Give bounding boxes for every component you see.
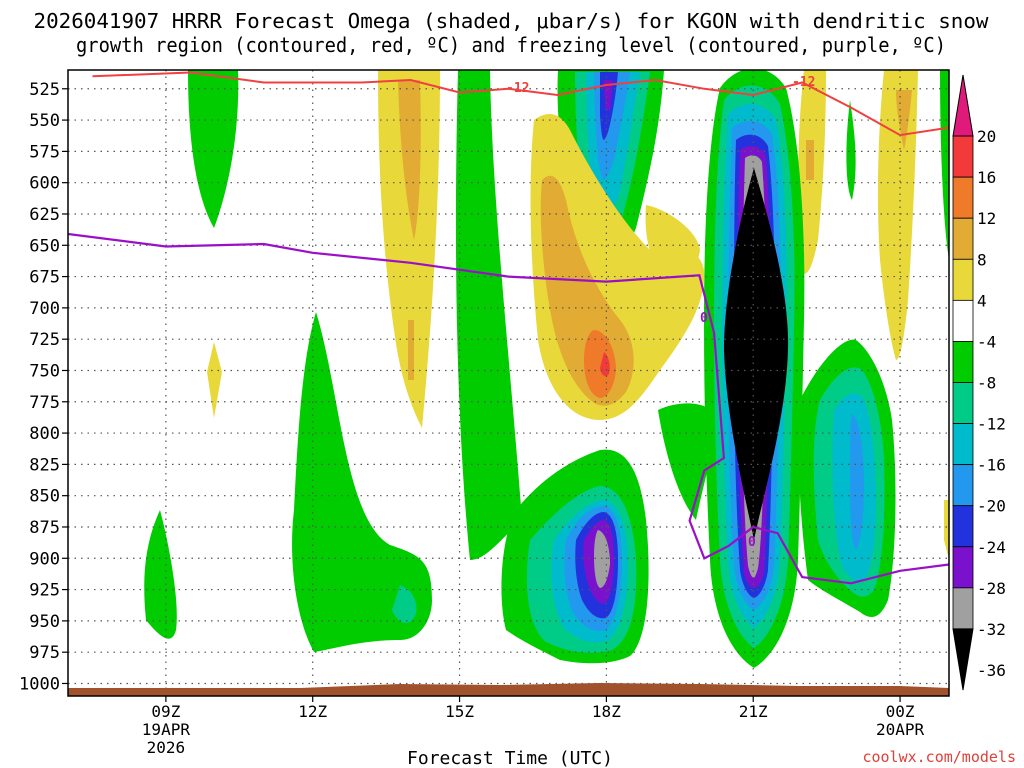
colorbar-label: -24 (977, 538, 1006, 557)
y-tick-label: 550 (29, 111, 60, 131)
watermark: coolwx.com/models (862, 748, 1016, 766)
colorbar-label: -4 (977, 332, 996, 351)
x-tick-label: 09Z (151, 702, 180, 721)
colorbar-swatch (952, 587, 974, 630)
colorbar-label: -8 (977, 374, 996, 393)
y-tick-label: 950 (29, 612, 60, 632)
x-tick-date: 19APR (142, 720, 191, 739)
colorbar-swatch (952, 299, 974, 342)
dgz-label-2: -12 (792, 75, 815, 90)
y-tick-label: 1000 (19, 674, 60, 694)
colorbar-swatch (952, 423, 974, 466)
colorbar-swatch (952, 546, 974, 589)
y-tick-label: 825 (29, 455, 60, 475)
x-tick-label: 12Z (298, 702, 327, 721)
y-tick-label: 975 (29, 643, 60, 663)
x-tick-label: 00Z (886, 702, 915, 721)
colorbar-bottom-arrow (952, 628, 974, 691)
y-axis: 525 550 575 600 625 650 675 700 725 750 775 800 825 8… (19, 80, 68, 694)
x-tick-label: 21Z (739, 702, 768, 721)
colorbar-label: 8 (977, 250, 987, 269)
x-axis-label: Forecast Time (UTC) (407, 748, 613, 768)
colorbar-label: 12 (977, 209, 996, 228)
colorbar-swatch (952, 258, 974, 301)
colorbar-swatch (952, 217, 974, 260)
freezing-level-label-2: 0 (748, 535, 756, 550)
colorbar-top-arrow (952, 74, 974, 137)
y-tick-label: 775 (29, 393, 60, 413)
colorbar: 20 16 12 8 4 -4 -8 -12 -16 -20 -24 -28 -32 -36 (952, 74, 1006, 691)
chart-title-line2: growth region (contoured, red, ºC) and f… (76, 33, 946, 57)
colorbar-label: -20 (977, 497, 1006, 516)
colorbar-swatch (952, 505, 974, 548)
terrain-strip (68, 683, 949, 696)
y-tick-label: 900 (29, 549, 60, 569)
y-tick-label: 600 (29, 174, 60, 194)
colorbar-swatch (952, 135, 974, 178)
chart-title-line1: 2026041907 HRRR Forecast Omega (shaded, … (34, 9, 990, 33)
colorbar-label: 20 (977, 127, 996, 146)
y-tick-label: 725 (29, 330, 60, 350)
colorbar-label: 16 (977, 168, 996, 187)
y-tick-label: 625 (29, 205, 60, 225)
dgz-label-1: -12 (506, 81, 529, 96)
plot-area: -12 -12 0 0 (68, 70, 949, 696)
colorbar-swatch (952, 464, 974, 507)
y-tick-label: 700 (29, 299, 60, 319)
y-tick-label: 650 (29, 236, 60, 256)
y-tick-label: 925 (29, 581, 60, 601)
colorbar-label: -16 (977, 456, 1006, 475)
y-tick-label: 675 (29, 268, 60, 288)
y-tick-label: 875 (29, 518, 60, 538)
freezing-level-contour (68, 232, 949, 585)
y-tick-label: 525 (29, 80, 60, 100)
colorbar-label: -12 (977, 415, 1006, 434)
y-tick-label: 800 (29, 424, 60, 444)
x-tick-year: 2026 (147, 738, 186, 757)
x-tick-label: 18Z (592, 702, 621, 721)
y-tick-label: 750 (29, 361, 60, 381)
x-tick-date: 20APR (876, 720, 925, 739)
x-tick-label: 15Z (445, 702, 474, 721)
y-tick-label: 575 (29, 142, 60, 162)
y-tick-label: 850 (29, 487, 60, 507)
grid-lines (68, 70, 949, 696)
dgz-contour (92, 71, 949, 137)
colorbar-label: -36 (977, 661, 1006, 680)
colorbar-swatch (952, 341, 974, 383)
colorbar-swatch (952, 382, 974, 424)
omega-shading (144, 70, 949, 668)
plot-frame (67, 69, 950, 697)
colorbar-swatch (952, 176, 974, 219)
colorbar-label: -32 (977, 620, 1006, 639)
colorbar-label: 4 (977, 291, 987, 310)
freezing-level-label: 0 (700, 311, 708, 326)
colorbar-label: -28 (977, 579, 1006, 598)
